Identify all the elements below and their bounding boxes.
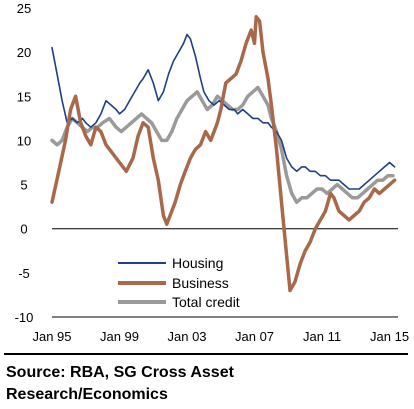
y-tick-label: 10: [17, 133, 31, 148]
y-tick-label: -5: [18, 266, 30, 281]
legend-label-business: Business: [172, 275, 229, 291]
y-tick-label: 25: [17, 1, 31, 16]
series-line-total-credit: [50, 85, 395, 204]
legend-label-total-credit: Total credit: [172, 294, 240, 310]
y-tick-label: 0: [20, 222, 27, 237]
series-line-housing: [51, 33, 396, 190]
x-tick-label: Jan 95: [32, 329, 71, 344]
source-divider: [4, 353, 408, 355]
x-tick-label: Jan 03: [168, 329, 207, 344]
y-tick-label: 5: [20, 178, 27, 193]
source-line-2: Research/Economics: [6, 386, 168, 403]
legend: Housing Business Total credit: [118, 255, 240, 310]
series-layer: [50, 15, 397, 293]
series-line-business: [50, 15, 397, 293]
legend-label-housing: Housing: [172, 255, 223, 271]
y-tick-label: 15: [17, 89, 31, 104]
x-tick-label: Jan 07: [235, 329, 274, 344]
x-tick-label: Jan 99: [100, 329, 139, 344]
y-tick-label: -10: [15, 310, 34, 325]
x-tick-label: Jan 15: [370, 329, 409, 344]
tick-layer: -10 -5 0 5 10 15 20 25 Jan 95 Jan 99 Jan 03 Jan 07 J…: [15, 1, 409, 344]
source-note: Source: RBA, SG Cross Asset Research/Eco…: [6, 362, 306, 406]
x-tick-label: Jan 11: [303, 329, 341, 344]
source-line-1: Source: RBA, SG Cross Asset: [6, 364, 234, 381]
y-tick-label: 20: [17, 45, 31, 60]
